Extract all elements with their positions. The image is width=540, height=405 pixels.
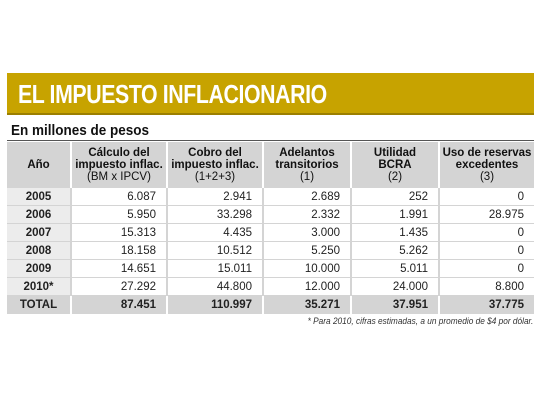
total-cell: 35.271 — [262, 295, 351, 314]
column-header-line: Cálculo del — [88, 147, 150, 159]
table-row: 2007 15.313 4.435 3.000 1.435 0 — [7, 223, 534, 242]
table-cell-year: 2008 — [7, 241, 71, 260]
table-cell: 10.512 — [166, 241, 263, 260]
table-cell: 0 — [438, 188, 534, 206]
table-row: 2009 14.651 15.011 10.000 5.011 0 — [7, 259, 534, 278]
column-header-line: Adelantos — [279, 147, 335, 159]
total-cell: 37.951 — [350, 295, 439, 314]
page-title: EL IMPUESTO INFLACIONARIO — [18, 79, 327, 109]
table-row: 2010* 27.292 44.800 12.000 24.000 8.800 — [7, 277, 534, 296]
table-cell: 0 — [438, 241, 534, 260]
table-cell: 0 — [438, 259, 534, 278]
table-cell: 44.800 — [166, 277, 263, 296]
total-cell: 87.451 — [70, 295, 167, 314]
table-cell: 4.435 — [166, 223, 263, 242]
table-row: 2008 18.158 10.512 5.250 5.262 0 — [7, 241, 534, 260]
column-header-calculo: Cálculo del impuesto inflac. (BM x IPCV) — [70, 142, 167, 188]
table-cell: 1.435 — [350, 223, 439, 242]
total-cell: 110.997 — [166, 295, 263, 314]
table-cell: 5.250 — [262, 241, 351, 260]
table-cell-year: 2005 — [7, 188, 71, 206]
column-header-note: (1+2+3) — [194, 171, 236, 183]
table-row: 2006 5.950 33.298 2.332 1.991 28.975 — [7, 205, 534, 224]
column-header-line: Cobro del — [188, 147, 242, 159]
header-row: Año Cálculo del impuesto inflac. (BM x I… — [7, 142, 534, 188]
table-cell: 1.991 — [350, 205, 439, 224]
column-header-note: (3) — [479, 171, 495, 183]
table-cell: 0 — [438, 223, 534, 242]
table-cell: 5.262 — [350, 241, 439, 260]
column-header-line: excedentes — [455, 159, 519, 171]
table-cell-year: 2010* — [7, 277, 71, 296]
table-cell: 252 — [350, 188, 439, 206]
column-header-year: Año — [7, 142, 71, 188]
total-cell: 37.775 — [438, 295, 534, 314]
total-row: TOTAL 87.451 110.997 35.271 37.951 37.77… — [7, 295, 534, 314]
table-cell: 14.651 — [70, 259, 167, 278]
table-cell: 2.332 — [262, 205, 351, 224]
table-cell: 5.950 — [70, 205, 167, 224]
table-cell: 12.000 — [262, 277, 351, 296]
table-cell: 15.313 — [70, 223, 167, 242]
table-cell: 3.000 — [262, 223, 351, 242]
table-cell: 5.011 — [350, 259, 439, 278]
table-cell-year: 2009 — [7, 259, 71, 278]
column-header-note: (BM x IPCV) — [87, 171, 151, 183]
column-header-line: impuesto inflac. — [171, 159, 259, 171]
column-header-line: Utilidad — [373, 147, 417, 159]
total-label: TOTAL — [7, 295, 71, 314]
column-header-adelantos: Adelantos transitorios (1) — [262, 142, 351, 188]
column-header-reservas: Uso de reservas excedentes (3) — [438, 142, 534, 188]
inflation-tax-table: Año Cálculo del impuesto inflac. (BM x I… — [7, 142, 534, 314]
table-cell: 18.158 — [70, 241, 167, 260]
table-cell: 33.298 — [166, 205, 263, 224]
title-banner: EL IMPUESTO INFLACIONARIO — [7, 73, 534, 115]
column-header-line: Uso de reservas — [442, 147, 532, 159]
table-cell: 2.689 — [262, 188, 351, 206]
table-cell: 2.941 — [166, 188, 263, 206]
table-cell: 6.087 — [70, 188, 167, 206]
column-header-line: BCRA — [378, 159, 412, 171]
table-cell: 27.292 — [70, 277, 167, 296]
column-header-note: (2) — [387, 171, 403, 183]
table-cell: 28.975 — [438, 205, 534, 224]
table-cell: 10.000 — [262, 259, 351, 278]
footnote: * Para 2010, cifras estimadas, a un prom… — [307, 316, 533, 326]
table-cell-year: 2006 — [7, 205, 71, 224]
table-row: 2005 6.087 2.941 2.689 252 0 — [7, 188, 534, 206]
table-cell-year: 2007 — [7, 223, 71, 242]
table-cell: 15.011 — [166, 259, 263, 278]
column-header-line: transitorios — [275, 159, 339, 171]
column-header-utilidad: Utilidad BCRA (2) — [350, 142, 439, 188]
table-subtitle: En millones de pesos — [11, 122, 150, 139]
table-cell: 24.000 — [350, 277, 439, 296]
column-header-line: impuesto inflac. — [75, 159, 163, 171]
column-header-note: (1) — [299, 171, 315, 183]
column-header-cobro: Cobro del impuesto inflac. (1+2+3) — [166, 142, 263, 188]
subtitle-divider — [7, 140, 534, 141]
table-cell: 8.800 — [438, 277, 534, 296]
column-header-line: Año — [27, 159, 50, 171]
